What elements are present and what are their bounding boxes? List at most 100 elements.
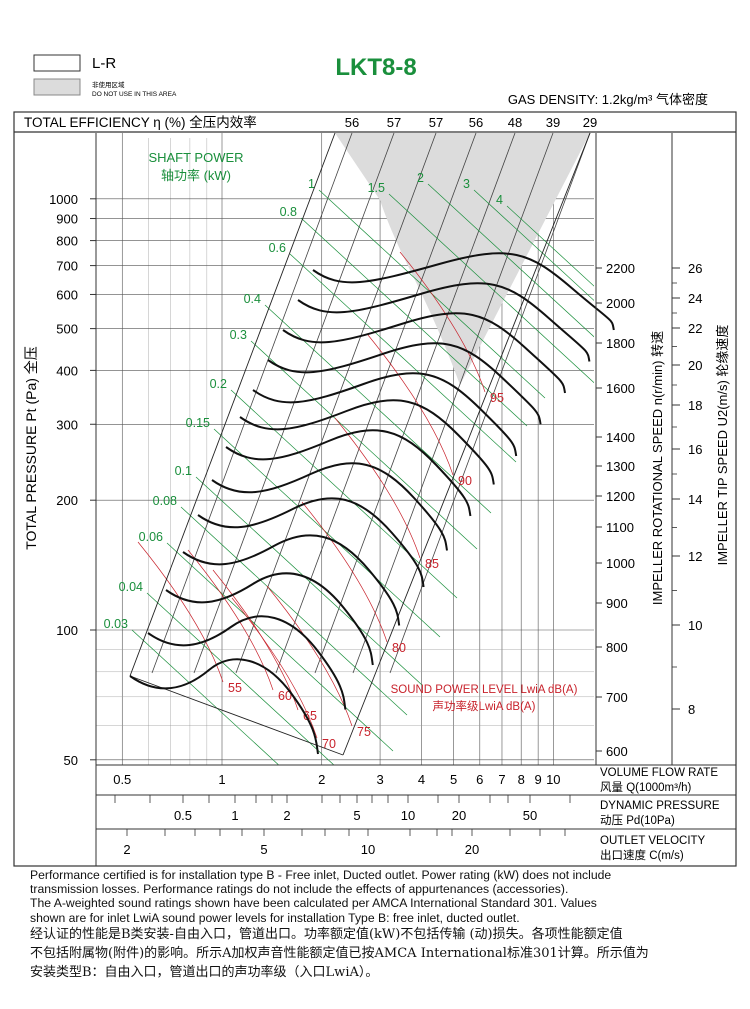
speed-tick-label: 2200 (606, 261, 635, 276)
shaft-power-label: 0.08 (153, 494, 177, 508)
vel-tick-label: 10 (361, 842, 375, 857)
shaft-power-line (146, 592, 335, 765)
note-en-3: The A-weighted sound ratings shown have … (30, 896, 597, 911)
shaft-power-label: 4 (496, 193, 503, 207)
sound-title: SOUND POWER LEVEL LwiA dB(A) (391, 684, 578, 696)
speed-tick-label: 1300 (606, 459, 635, 474)
efficiency-value: 57 (387, 115, 401, 130)
legend-lr-label: L-R (92, 55, 116, 72)
tip-tick-label: 26 (688, 261, 702, 276)
flow-tick-label: 10 (546, 772, 560, 787)
speed-tick-label: 1200 (606, 489, 635, 504)
flow-tick-label: 2 (318, 772, 325, 787)
shaft-power-line (388, 193, 594, 384)
dyn-tick-label: 5 (353, 808, 360, 823)
dyn-tick-label: 1 (231, 808, 238, 823)
sound-power-label: 95 (490, 391, 504, 405)
dyn-tick-label: 20 (452, 808, 466, 823)
fan-curve (267, 342, 542, 425)
note-en-4: shown are for inlet LwiA sound power lev… (30, 910, 520, 925)
shaft-power-label: 0.15 (186, 416, 210, 430)
sound-power-label: 60 (278, 689, 292, 703)
efficiency-value: 29 (583, 115, 597, 130)
shaft-power-line (300, 217, 528, 427)
dyn-tick-label: 10 (401, 808, 415, 823)
efficiency-value: 56 (469, 115, 483, 130)
gas-density: GAS DENSITY: 1.2kg/m³ 气体密度 (508, 92, 708, 107)
y-tick-label: 50 (64, 753, 78, 768)
fan-curve (165, 572, 374, 666)
tip-tick-label: 12 (688, 549, 702, 564)
shaft-power-line (506, 205, 594, 287)
tip-tick-label: 22 (688, 321, 702, 336)
sound-power-line (301, 501, 388, 643)
shaft-power-label: 0.04 (119, 580, 143, 594)
y-tick-label: 400 (56, 363, 78, 378)
sound-power-line (266, 585, 353, 727)
y-axis-label: TOTAL PRESSURE Pt (Pa) 全压 (23, 346, 39, 550)
y-tick-label: 100 (56, 623, 78, 638)
dyn-axis-label-zh: 动压 Pd(10Pa) (600, 814, 675, 827)
shaft-power-line (131, 629, 280, 765)
sound-power-label: 85 (425, 557, 439, 571)
y-tick-label: 700 (56, 259, 78, 274)
y-tick-label: 900 (56, 212, 78, 227)
note-en-1: Performance certified is for installatio… (30, 868, 612, 882)
shaft-power-line (195, 476, 423, 686)
flow-tick-label: 8 (518, 772, 525, 787)
tip-tick-label: 20 (688, 358, 702, 373)
flow-tick-label: 4 (418, 772, 425, 787)
shaft-power-label: 0.8 (280, 205, 297, 219)
sound-power-label: 55 (228, 681, 242, 695)
legend-no-use-en: DO NOT USE IN THIS AREA (92, 91, 177, 98)
no-use-shade-mid (405, 190, 545, 330)
note-zh-3: 安装类型B：自由入口，管道出口的声功率级（入口LwiA）。 (30, 964, 379, 980)
speed-tick-label: 1400 (606, 430, 635, 445)
efficiency-line (235, 132, 437, 674)
fan-curve (211, 462, 448, 551)
shaft-power-lines: 1 1.5 2 3 4 0.8 0.6 0.4 0.3 0.2 0.15 0.1 0.08 0.06 0.0… (104, 171, 594, 765)
vel-tick-label: 5 (260, 842, 267, 857)
note-en-2: transmission losses. Performance ratings… (30, 882, 569, 897)
efficiency-line (352, 132, 554, 674)
efficiency-label: TOTAL EFFICIENCY η (%) 全压内效率 (24, 114, 257, 130)
sound-power-label: 70 (322, 737, 336, 751)
speed-axis-label: IMPELLER ROTATIONAL SPEED n(r/min) 转速 (650, 331, 665, 605)
chart-frame (13, 111, 737, 867)
shaft-power-label: 2 (417, 171, 424, 185)
flow-tick-label: 7 (498, 772, 505, 787)
tip-axis-label: IMPELLER TIP SPEED U2(m/s) 轮缘速度 (715, 325, 730, 566)
shaft-power-line (289, 253, 517, 463)
vel-tick-label: 2 (123, 842, 130, 857)
shaft-power-label: 1 (308, 177, 315, 191)
flow-tick-label: 1 (218, 772, 225, 787)
certification-notes: Performance certified is for installatio… (30, 868, 730, 982)
vel-tick-label: 20 (465, 842, 479, 857)
tip-tick-label: 8 (688, 702, 695, 717)
shaft-power-label: 0.06 (139, 530, 163, 544)
fan-curve (225, 429, 472, 517)
efficiency-value: 39 (546, 115, 560, 130)
fan-curve (252, 372, 518, 457)
shaft-power-line (473, 189, 594, 301)
speed-tick-label: 1800 (606, 336, 635, 351)
tip-tick-label: 10 (688, 618, 702, 633)
tip-tick-label: 24 (688, 291, 702, 306)
shaft-power-line (166, 542, 394, 752)
vel-axis-label: OUTLET VELOCITY (600, 835, 706, 847)
shaft-power-label: 0.3 (230, 328, 247, 342)
efficiency-values: 56 57 57 56 48 39 29 (345, 115, 597, 130)
shaft-power-label: 0.4 (244, 292, 261, 306)
fan-curve (239, 399, 495, 485)
shaft-power-title: SHAFT POWER (148, 150, 243, 165)
speed-tick-label: 700 (606, 690, 628, 705)
sound-power-label: 90 (458, 474, 472, 488)
speed-axis-ticks: 2200 2000 1800 1600 1400 1300 1200 1100 1000 900 8… (596, 261, 635, 759)
dyn-axis-ticks: 0.5 1 2 5 10 20 50 (114, 795, 571, 823)
model-title: LKT8-8 (335, 54, 416, 81)
y-tick-label: 800 (56, 234, 78, 249)
tip-axis-ticks: 26 24 22 20 18 16 14 12 10 8 (672, 261, 702, 717)
dyn-axis-label: DYNAMIC PRESSURE (600, 800, 720, 812)
flow-tick-label: 6 (476, 772, 483, 787)
